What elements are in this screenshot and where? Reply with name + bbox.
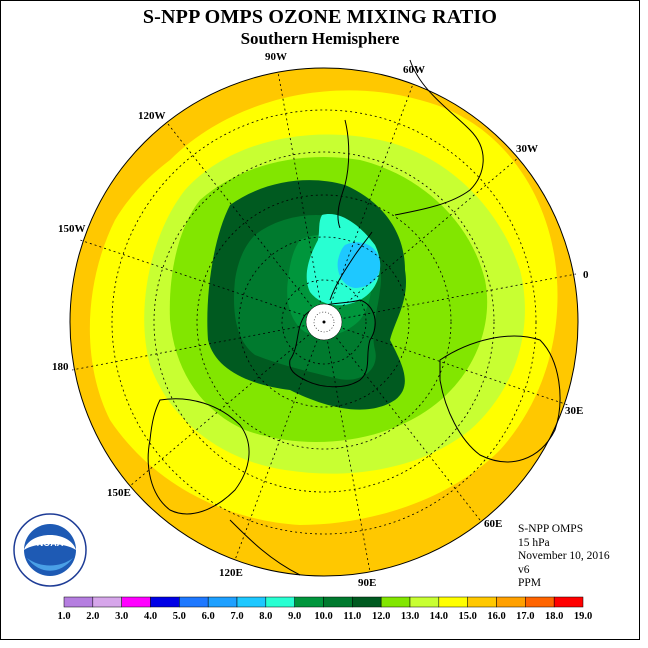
colorbar-swatch (63, 596, 94, 608)
colorbar-swatch (496, 596, 526, 608)
map-frame (0, 0, 640, 640)
lon-label-60e: 60E (484, 518, 502, 530)
map-subtitle: Southern Hemisphere (240, 29, 400, 48)
lon-label-120e: 120E (219, 567, 243, 579)
info-level: 15 hPa (518, 536, 550, 549)
colorbar-label: 14.0 (430, 611, 448, 622)
colorbar-swatch (121, 596, 151, 608)
lon-label-150e: 150E (107, 487, 131, 499)
info-block: S-NPP OMPS 15 hPa November 10, 2016 v6 P… (518, 523, 610, 591)
colorbar-swatch (380, 596, 411, 608)
colorbar-swatch (323, 596, 353, 608)
colorbar-label: 17.0 (516, 611, 534, 622)
lon-label-60w: 60W (403, 64, 425, 76)
colorbar-label: 6.0 (202, 611, 215, 622)
colorbar-label: 12.0 (372, 611, 390, 622)
colorbar-swatch (92, 596, 122, 608)
lon-label-90e: 90E (358, 577, 376, 589)
lon-label-0: 0 (583, 269, 589, 281)
colorbar-label: 5.0 (173, 611, 186, 622)
info-version: v6 (518, 563, 530, 576)
coastlines (147, 59, 561, 576)
colorbar-swatch (150, 596, 180, 608)
lon-label-150w: 150W (58, 223, 86, 235)
colorbar-swatch (409, 596, 440, 608)
lon-label-180: 180 (52, 361, 69, 373)
colorbar-label: 4.0 (144, 611, 157, 622)
map-title: S-NPP OMPS OZONE MIXING RATIO (142, 6, 498, 28)
colorbar-label: 16.0 (487, 611, 505, 622)
info-units: PPM (518, 577, 542, 589)
colorbar-label: 18.0 (545, 611, 563, 622)
colorbar-swatch (236, 596, 267, 608)
colorbar-label: 7.0 (230, 611, 243, 622)
colorbar-swatch (294, 596, 324, 608)
map-boundary (69, 67, 579, 577)
colorbar-swatch (179, 596, 209, 608)
lon-label-120w: 120W (138, 110, 166, 122)
colorbar-label: 13.0 (401, 611, 419, 622)
info-date: November 10, 2016 (518, 550, 610, 562)
pole-ring (313, 311, 335, 333)
colorbar-label: 11.0 (343, 611, 361, 622)
colorbar-label: 15.0 (458, 611, 476, 622)
colorbar-swatch (467, 596, 497, 608)
colorbar-swatch (352, 596, 382, 608)
info-instrument: S-NPP OMPS (518, 523, 584, 535)
lon-label-30e: 30E (565, 405, 583, 417)
colorbar-label: 2.0 (86, 611, 99, 622)
south-pole-marker (322, 320, 326, 324)
colorbar-swatch (553, 596, 584, 608)
ozone-field (70, 68, 578, 576)
colorbar-label: 8.0 (259, 611, 272, 622)
lon-label-90w: 90W (265, 51, 287, 63)
colorbar-swatch (207, 596, 238, 608)
colorbar-swatch (265, 596, 295, 608)
lon-label-30w: 30W (516, 143, 538, 155)
colorbar-label: 9.0 (288, 611, 301, 622)
colorbar-swatch (438, 596, 468, 608)
ozone-band-lightblue (337, 242, 381, 288)
noaa-logo-text: NOAA (37, 538, 64, 548)
colorbar-label: 1.0 (57, 611, 70, 622)
colorbar-swatch (525, 596, 555, 608)
noaa-logo: NOAA (13, 513, 87, 587)
colorbar-label: 10.0 (314, 611, 332, 622)
colorbar-label: 3.0 (115, 611, 128, 622)
colorbar: 1.0 2.0 3.0 4.0 5.0 6.0 7.0 8.0 9.0 10.0 11.0 12.0 1… (57, 596, 592, 622)
graticule (71, 71, 577, 573)
colorbar-label: 19.0 (574, 611, 592, 622)
